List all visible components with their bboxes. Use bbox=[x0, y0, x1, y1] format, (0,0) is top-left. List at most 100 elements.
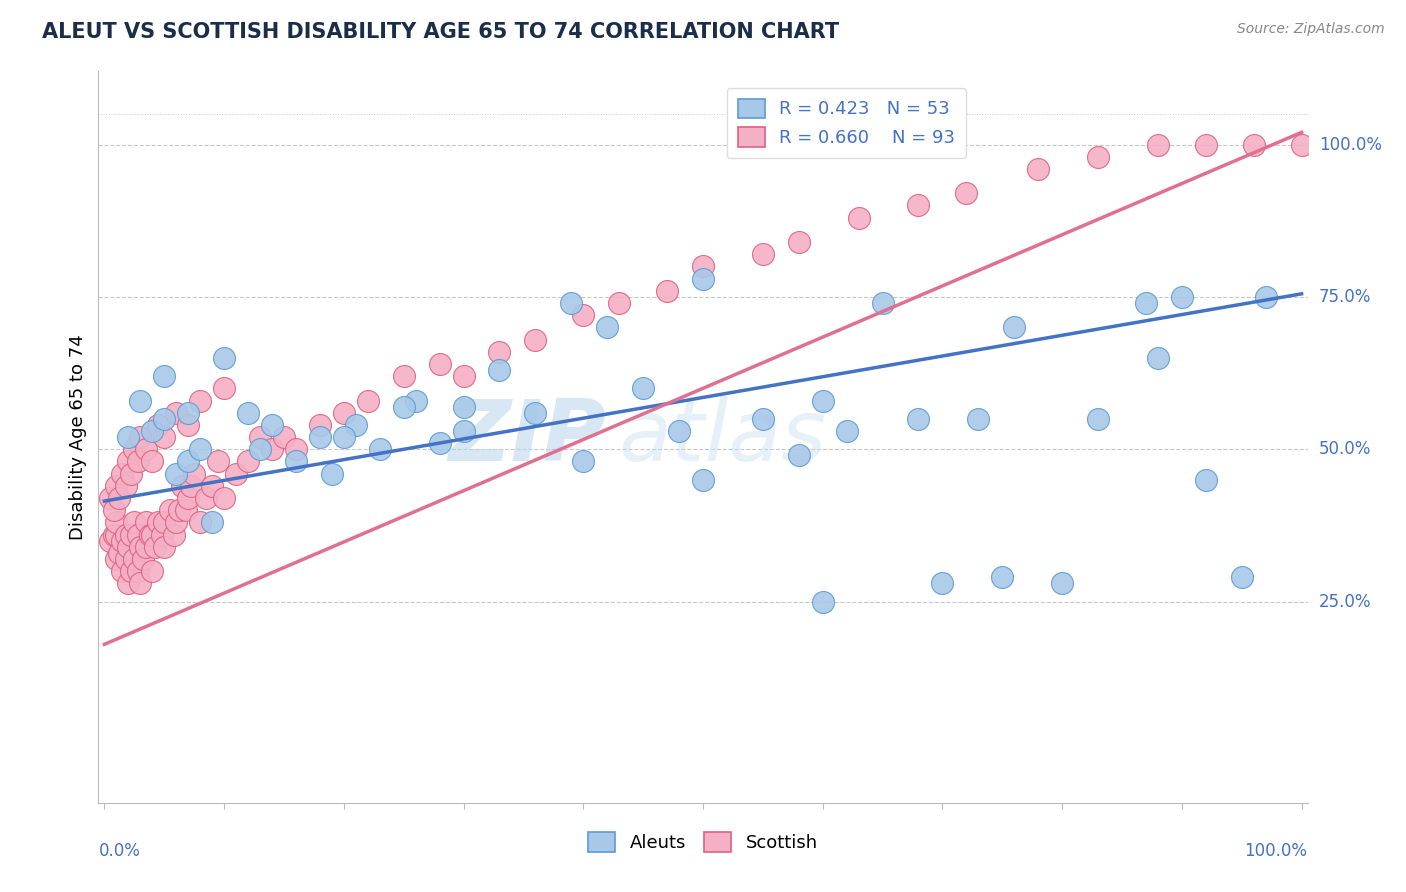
Point bbox=[129, 430, 152, 444]
Point bbox=[572, 454, 595, 468]
Point bbox=[955, 186, 977, 201]
Point bbox=[135, 442, 157, 457]
Point bbox=[153, 369, 176, 384]
Point bbox=[1254, 290, 1277, 304]
Point bbox=[107, 546, 129, 560]
Point bbox=[429, 436, 451, 450]
Point bbox=[120, 467, 142, 481]
Text: 100.0%: 100.0% bbox=[1319, 136, 1382, 153]
Point bbox=[153, 430, 176, 444]
Point bbox=[488, 363, 510, 377]
Text: 0.0%: 0.0% bbox=[98, 842, 141, 860]
Point bbox=[907, 412, 929, 426]
Point bbox=[111, 467, 134, 481]
Point bbox=[236, 454, 259, 468]
Text: atlas: atlas bbox=[619, 395, 827, 479]
Point bbox=[129, 393, 152, 408]
Point bbox=[1195, 473, 1218, 487]
Point bbox=[1050, 576, 1073, 591]
Point bbox=[127, 454, 149, 468]
Point bbox=[284, 454, 307, 468]
Text: 25.0%: 25.0% bbox=[1319, 592, 1371, 611]
Point bbox=[177, 491, 200, 505]
Point bbox=[124, 516, 146, 530]
Point bbox=[309, 430, 332, 444]
Point bbox=[260, 417, 283, 432]
Point bbox=[195, 491, 218, 505]
Point bbox=[273, 430, 295, 444]
Point bbox=[752, 412, 775, 426]
Point bbox=[524, 406, 547, 420]
Point bbox=[159, 503, 181, 517]
Point bbox=[127, 527, 149, 541]
Point bbox=[167, 503, 190, 517]
Point bbox=[111, 564, 134, 578]
Point bbox=[100, 533, 122, 548]
Point bbox=[811, 393, 834, 408]
Point bbox=[333, 430, 356, 444]
Point bbox=[141, 564, 163, 578]
Point bbox=[1171, 290, 1194, 304]
Point bbox=[177, 406, 200, 420]
Point bbox=[811, 594, 834, 608]
Point bbox=[129, 540, 152, 554]
Text: ALEUT VS SCOTTISH DISABILITY AGE 65 TO 74 CORRELATION CHART: ALEUT VS SCOTTISH DISABILITY AGE 65 TO 7… bbox=[42, 22, 839, 42]
Point bbox=[127, 564, 149, 578]
Point bbox=[165, 467, 187, 481]
Point bbox=[117, 576, 139, 591]
Point bbox=[150, 527, 173, 541]
Point bbox=[129, 576, 152, 591]
Point bbox=[907, 198, 929, 212]
Point bbox=[100, 491, 122, 505]
Point bbox=[153, 412, 176, 426]
Point bbox=[392, 400, 415, 414]
Point bbox=[872, 296, 894, 310]
Point bbox=[201, 479, 224, 493]
Point bbox=[212, 351, 235, 365]
Point bbox=[188, 516, 211, 530]
Point bbox=[429, 357, 451, 371]
Point bbox=[183, 467, 205, 481]
Point bbox=[153, 540, 176, 554]
Point bbox=[1230, 570, 1253, 584]
Point bbox=[1002, 320, 1025, 334]
Point bbox=[607, 296, 630, 310]
Point bbox=[260, 442, 283, 457]
Point bbox=[148, 516, 170, 530]
Point bbox=[453, 400, 475, 414]
Point bbox=[309, 417, 332, 432]
Point bbox=[692, 271, 714, 285]
Point bbox=[848, 211, 870, 225]
Point bbox=[188, 393, 211, 408]
Point bbox=[103, 527, 125, 541]
Point bbox=[344, 417, 367, 432]
Text: Source: ZipAtlas.com: Source: ZipAtlas.com bbox=[1237, 22, 1385, 37]
Point bbox=[111, 533, 134, 548]
Text: 50.0%: 50.0% bbox=[1319, 441, 1371, 458]
Point bbox=[1147, 137, 1170, 152]
Point bbox=[249, 442, 271, 457]
Point bbox=[105, 516, 128, 530]
Point bbox=[1243, 137, 1265, 152]
Point bbox=[135, 540, 157, 554]
Point bbox=[284, 442, 307, 457]
Point bbox=[692, 260, 714, 274]
Y-axis label: Disability Age 65 to 74: Disability Age 65 to 74 bbox=[69, 334, 87, 540]
Point bbox=[115, 527, 138, 541]
Point bbox=[124, 442, 146, 457]
Point bbox=[174, 503, 197, 517]
Point bbox=[835, 424, 858, 438]
Point bbox=[105, 527, 128, 541]
Point bbox=[668, 424, 690, 438]
Point bbox=[120, 564, 142, 578]
Point bbox=[236, 406, 259, 420]
Point bbox=[117, 454, 139, 468]
Point bbox=[321, 467, 343, 481]
Point bbox=[560, 296, 582, 310]
Point bbox=[967, 412, 990, 426]
Point bbox=[105, 552, 128, 566]
Point bbox=[141, 454, 163, 468]
Point bbox=[105, 479, 128, 493]
Point bbox=[163, 527, 186, 541]
Point bbox=[120, 527, 142, 541]
